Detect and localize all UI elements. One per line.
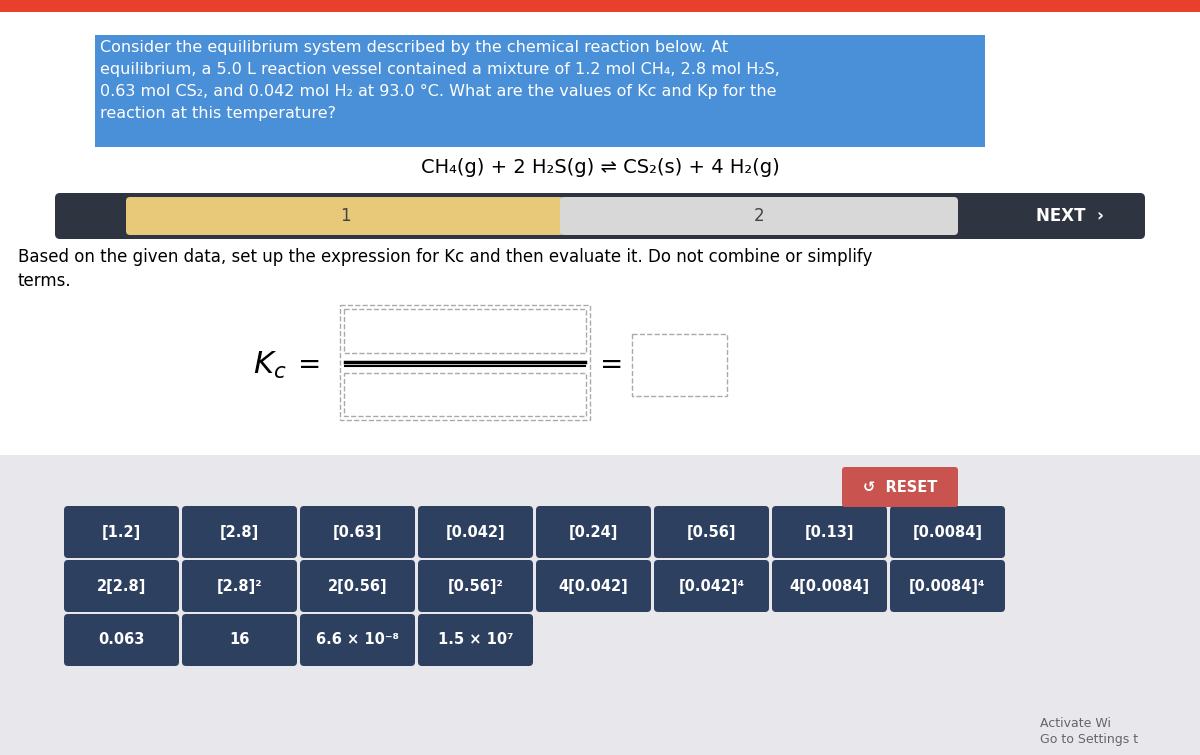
Text: 1: 1 bbox=[340, 207, 350, 225]
FancyBboxPatch shape bbox=[418, 560, 533, 612]
FancyBboxPatch shape bbox=[64, 506, 179, 558]
Text: 4[0.0084]: 4[0.0084] bbox=[790, 578, 870, 593]
Text: terms.: terms. bbox=[18, 272, 72, 290]
Bar bbox=[0, 0, 1200, 12]
Bar bbox=[344, 309, 586, 353]
Text: ↺  RESET: ↺ RESET bbox=[863, 479, 937, 495]
Text: [1.2]: [1.2] bbox=[102, 525, 142, 540]
Text: =: = bbox=[299, 351, 322, 379]
FancyBboxPatch shape bbox=[300, 614, 415, 666]
FancyBboxPatch shape bbox=[418, 614, 533, 666]
FancyBboxPatch shape bbox=[890, 506, 1006, 558]
Text: 2[0.56]: 2[0.56] bbox=[328, 578, 388, 593]
Text: 2[2.8]: 2[2.8] bbox=[97, 578, 146, 593]
FancyBboxPatch shape bbox=[536, 560, 650, 612]
FancyBboxPatch shape bbox=[64, 614, 179, 666]
Bar bbox=[0, 455, 1200, 755]
Text: Consider the equilibrium system described by the chemical reaction below. At: Consider the equilibrium system describe… bbox=[100, 40, 728, 55]
Text: Activate Wi: Activate Wi bbox=[1040, 717, 1111, 730]
FancyBboxPatch shape bbox=[418, 506, 533, 558]
FancyBboxPatch shape bbox=[182, 614, 298, 666]
Text: CH₄(g) + 2 H₂S(g) ⇌ CS₂(s) + 4 H₂(g): CH₄(g) + 2 H₂S(g) ⇌ CS₂(s) + 4 H₂(g) bbox=[421, 158, 779, 177]
Text: [0.13]: [0.13] bbox=[805, 525, 854, 540]
Text: [0.56]: [0.56] bbox=[686, 525, 737, 540]
Bar bbox=[95, 35, 985, 147]
Text: NEXT  ›: NEXT › bbox=[1036, 207, 1104, 225]
FancyBboxPatch shape bbox=[64, 560, 179, 612]
Text: 2: 2 bbox=[754, 207, 764, 225]
FancyBboxPatch shape bbox=[536, 506, 650, 558]
FancyBboxPatch shape bbox=[842, 467, 958, 507]
FancyBboxPatch shape bbox=[182, 560, 298, 612]
Text: =: = bbox=[600, 351, 624, 379]
FancyBboxPatch shape bbox=[654, 560, 769, 612]
FancyBboxPatch shape bbox=[300, 560, 415, 612]
Text: Based on the given data, set up the expression for Kc and then evaluate it. Do n: Based on the given data, set up the expr… bbox=[18, 248, 872, 266]
Text: [0.042]: [0.042] bbox=[445, 525, 505, 540]
Text: [0.0084]: [0.0084] bbox=[912, 525, 983, 540]
Text: [2.8]: [2.8] bbox=[220, 525, 259, 540]
Text: [2.8]²: [2.8]² bbox=[217, 578, 263, 593]
Bar bbox=[340, 305, 590, 420]
Text: 0.063: 0.063 bbox=[98, 633, 145, 648]
FancyBboxPatch shape bbox=[182, 506, 298, 558]
FancyBboxPatch shape bbox=[772, 506, 887, 558]
FancyBboxPatch shape bbox=[890, 560, 1006, 612]
Text: 0.63 mol CS₂, and 0.042 mol H₂ at 93.0 °C. What are the values of Kc and Kp for : 0.63 mol CS₂, and 0.042 mol H₂ at 93.0 °… bbox=[100, 84, 776, 99]
Text: 1.5 × 10⁷: 1.5 × 10⁷ bbox=[438, 633, 514, 648]
Text: equilibrium, a 5.0 L reaction vessel contained a mixture of 1.2 mol CH₄, 2.8 mol: equilibrium, a 5.0 L reaction vessel con… bbox=[100, 62, 780, 77]
Text: [0.0084]⁴: [0.0084]⁴ bbox=[910, 578, 985, 593]
Text: Go to Settings t: Go to Settings t bbox=[1040, 733, 1138, 746]
Text: [0.042]⁴: [0.042]⁴ bbox=[678, 578, 744, 593]
Text: $K_c$: $K_c$ bbox=[253, 350, 287, 381]
FancyBboxPatch shape bbox=[300, 506, 415, 558]
Text: 4[0.042]: 4[0.042] bbox=[559, 578, 629, 593]
Bar bbox=[344, 372, 586, 416]
Text: reaction at this temperature?: reaction at this temperature? bbox=[100, 106, 336, 121]
FancyBboxPatch shape bbox=[772, 560, 887, 612]
Text: 16: 16 bbox=[229, 633, 250, 648]
Text: [0.63]: [0.63] bbox=[332, 525, 382, 540]
Text: [0.56]²: [0.56]² bbox=[448, 578, 504, 593]
FancyBboxPatch shape bbox=[126, 197, 564, 235]
FancyBboxPatch shape bbox=[560, 197, 958, 235]
Bar bbox=[632, 334, 727, 396]
FancyBboxPatch shape bbox=[55, 193, 1145, 239]
Text: 6.6 × 10⁻⁸: 6.6 × 10⁻⁸ bbox=[316, 633, 398, 648]
FancyBboxPatch shape bbox=[654, 506, 769, 558]
Text: [0.24]: [0.24] bbox=[569, 525, 618, 540]
